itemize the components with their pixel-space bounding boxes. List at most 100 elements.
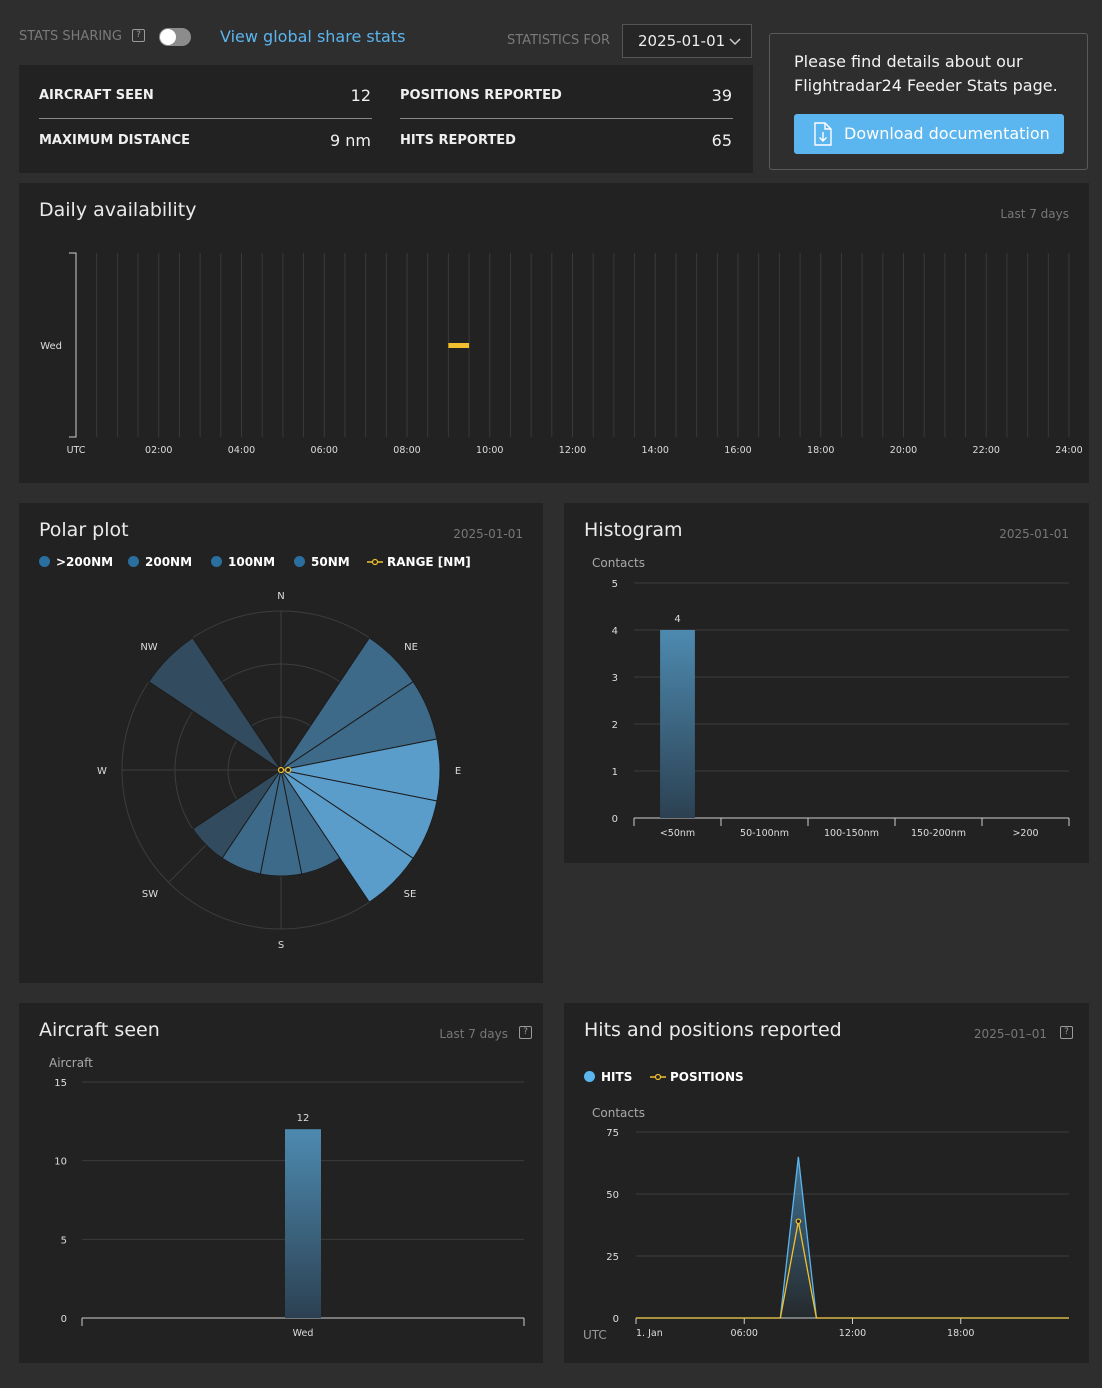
x-tick-label: <50nm: [660, 828, 695, 839]
positions-line: [636, 1221, 1069, 1319]
data-label: 4: [674, 614, 680, 625]
divider: [400, 118, 733, 119]
hits-positions-chart: 0 25 50 75 1. Jan 06:00 12:00 18:00: [606, 1128, 1069, 1339]
y-tick-label: 0: [613, 1314, 619, 1325]
y-tick-label: 50: [606, 1190, 619, 1201]
x-tick-label: Wed: [293, 1328, 314, 1339]
direction-label-n: N: [277, 591, 284, 602]
legend-item-positions[interactable]: POSITIONS: [650, 1070, 744, 1084]
legend-dot-icon: [211, 556, 222, 567]
help-icon[interactable]: ?: [519, 1026, 532, 1039]
x-tick-label: 24:00: [1055, 445, 1082, 456]
x-tick-label: 100-150nm: [824, 828, 879, 839]
aircraft-y-label: Aircraft: [49, 1056, 93, 1070]
legend-label: 50NM: [311, 555, 350, 569]
range-line-marker-icon: [367, 558, 383, 566]
x-tick-label: >200: [1012, 828, 1038, 839]
x-tick-label: 50-100nm: [740, 828, 789, 839]
download-documentation-button[interactable]: Download documentation: [794, 114, 1064, 154]
availability-bar: [448, 343, 470, 348]
hits-line: [636, 1156, 1069, 1319]
legend-item-hits[interactable]: HITS: [584, 1070, 632, 1084]
positions-reported-label: POSITIONS REPORTED: [400, 88, 562, 103]
legend-item-50nm[interactable]: 50NM: [294, 555, 350, 569]
y-tick-label: 4: [612, 626, 618, 637]
hits-x-utc-label: UTC: [583, 1328, 607, 1342]
help-icon[interactable]: ?: [1060, 1026, 1073, 1039]
hits-positions-date: 2025–01–01: [973, 1027, 1047, 1041]
data-label: 12: [297, 1113, 310, 1124]
y-tick-label: 0: [61, 1314, 67, 1325]
hits-reported-value: 65: [711, 131, 732, 150]
legend-dot-icon: [294, 556, 305, 567]
hits-area: [636, 1156, 1069, 1318]
legend-label: RANGE [NM]: [387, 555, 471, 569]
hits-y-label: Contacts: [592, 1106, 645, 1120]
chevron-down-icon: [729, 38, 741, 46]
histogram-bar: [660, 630, 695, 818]
x-tick-label: 06:00: [311, 445, 338, 456]
direction-label-nw: NW: [140, 642, 157, 653]
direction-label-w: W: [97, 766, 107, 777]
x-tick-label: 12:00: [839, 1328, 866, 1339]
legend-dot-icon: [584, 1071, 595, 1082]
legend-label: >200NM: [56, 555, 114, 569]
x-tick-label: 12:00: [559, 445, 586, 456]
legend-label: 100NM: [228, 555, 276, 569]
y-tick-label: 5: [61, 1235, 67, 1246]
x-tick-label: 18:00: [947, 1328, 974, 1339]
legend-item-range[interactable]: RANGE [NM]: [367, 555, 471, 569]
legend-label: 200NM: [145, 555, 193, 569]
aircraft-seen-panel: Aircraft seen Last 7 days ? Aircraft: [19, 1003, 543, 1363]
daily-availability-panel: Daily availability Last 7 days: [19, 183, 1089, 483]
polar-plot-title: Polar plot: [39, 519, 129, 541]
x-tick-label: 08:00: [393, 445, 420, 456]
stats-sharing-toggle[interactable]: [159, 28, 191, 46]
x-tick-label: 04:00: [228, 445, 255, 456]
x-tick-label: 20:00: [890, 445, 917, 456]
summary-panel: AIRCRAFT SEEN 12 MAXIMUM DISTANCE 9 nm P…: [19, 65, 753, 173]
x-tick-label: 1. Jan: [636, 1328, 663, 1339]
histogram-y-label: Contacts: [592, 556, 645, 570]
legend-item-100nm[interactable]: 100NM: [211, 555, 275, 569]
legend-label: HITS: [601, 1070, 633, 1084]
x-tick-label: 22:00: [973, 445, 1000, 456]
polar-plot-date: 2025-01-01: [453, 527, 523, 541]
x-tick-label: 10:00: [476, 445, 503, 456]
histogram-panel: Histogram 2025-01-01 Contacts: [564, 503, 1089, 863]
legend-dot-icon: [39, 556, 50, 567]
direction-label-e: E: [455, 766, 461, 777]
divider: [39, 118, 372, 119]
x-tick-label: 18:00: [807, 445, 834, 456]
help-icon[interactable]: ?: [132, 29, 145, 42]
daily-availability-chart: Wed UTC 02:00 04:00 06:00 08:00 10:00 12:00 14:0…: [40, 252, 1083, 456]
polar-sector: [192, 769, 282, 859]
y-tick-label: 5: [612, 579, 618, 590]
daily-availability-title: Daily availability: [39, 199, 197, 221]
aircraft-seen-period: Last 7 days: [439, 1027, 508, 1041]
legend-item-200nm[interactable]: 200NM: [128, 555, 192, 569]
toggle-knob: [160, 29, 176, 45]
histogram-title: Histogram: [584, 519, 683, 541]
legend-dot-icon: [128, 556, 139, 567]
date-select[interactable]: 2025-01-01: [622, 24, 752, 58]
info-text-line2: Flightradar24 Feeder Stats page.: [794, 76, 1058, 95]
y-tick-label: 2: [612, 720, 618, 731]
date-select-value: 2025-01-01: [638, 32, 726, 50]
aircraft-bar: [285, 1129, 321, 1318]
view-global-share-stats-link[interactable]: View global share stats: [220, 27, 406, 46]
y-tick-label: 0: [612, 814, 618, 825]
statistics-for-label: STATISTICS FOR: [507, 33, 611, 48]
y-tick-label: 75: [606, 1128, 619, 1139]
legend-item-over-200nm[interactable]: >200NM: [39, 555, 113, 569]
x-tick-label: 06:00: [731, 1328, 758, 1339]
aircraft-seen-value: 12: [350, 86, 371, 105]
direction-label-sw: SW: [142, 889, 158, 900]
y-tick-label: 25: [606, 1252, 619, 1263]
y-tick-label: 1: [612, 767, 618, 778]
maximum-distance-label: MAXIMUM DISTANCE: [39, 133, 191, 148]
info-text-line1: Please find details about our: [794, 52, 1023, 71]
document-download-icon: [814, 122, 832, 146]
range-point: [285, 766, 292, 774]
polar-sector: [148, 637, 282, 771]
